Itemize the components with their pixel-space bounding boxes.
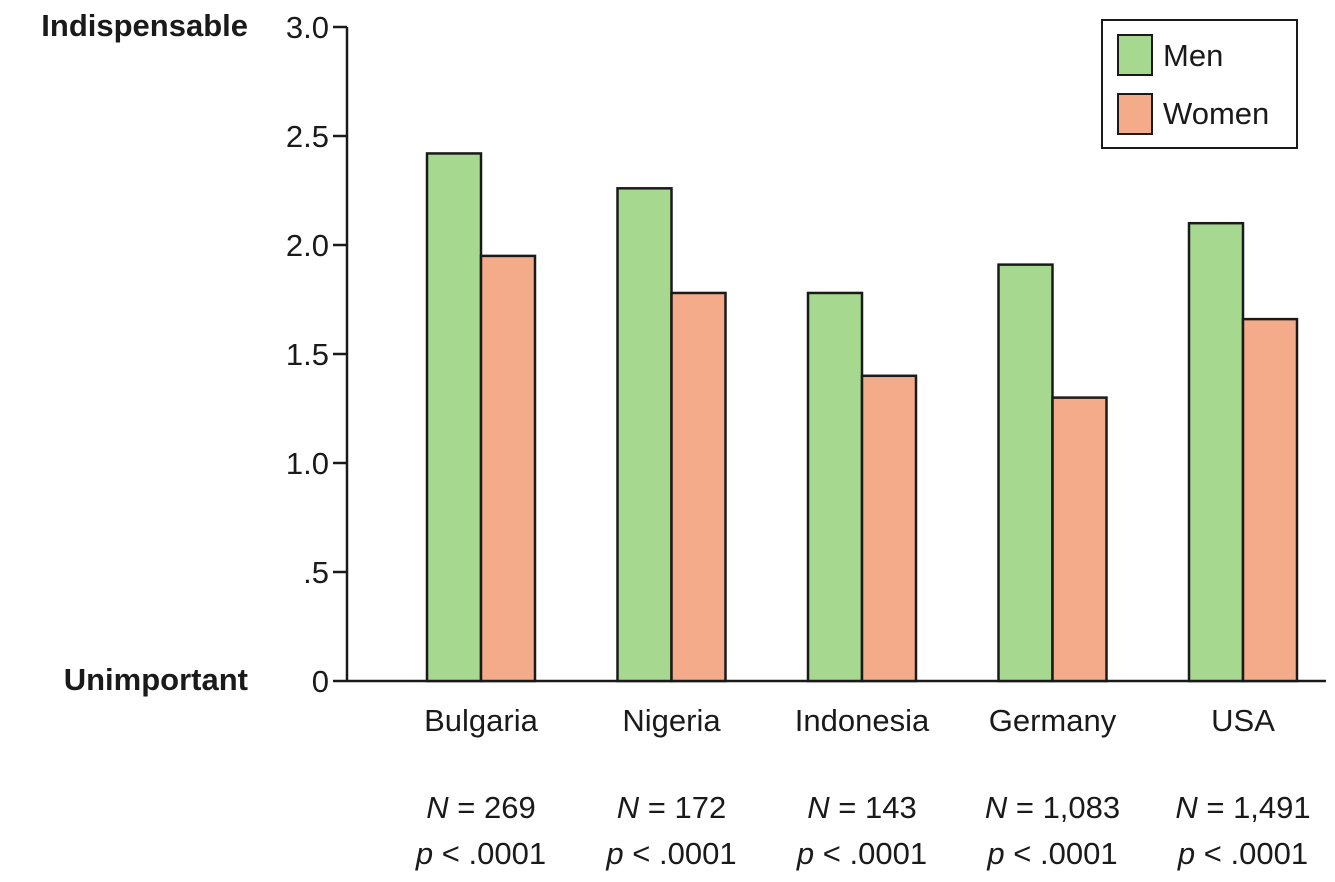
bar-men-germany: [997, 263, 1054, 683]
legend-swatch-men: [1117, 34, 1153, 76]
category-label: USA: [1211, 703, 1275, 738]
category-label: Bulgaria: [424, 703, 538, 738]
y-tick-label: 2.0: [286, 228, 329, 263]
bar-women-indonesia: [860, 374, 918, 683]
sample-size-label: N = 269: [426, 790, 535, 825]
bar-women-germany: [1051, 396, 1108, 683]
category-label: Indonesia: [795, 703, 930, 738]
y-bottom-label: Unimportant: [64, 662, 248, 697]
y-top-label: Indispensable: [41, 8, 248, 43]
category-label: Nigeria: [622, 703, 721, 738]
p-value-label: p < .0001: [415, 836, 546, 871]
sample-stats: N = 269 p < .0001 N = 172 p < .0001 N = 143 p…: [415, 790, 1311, 871]
y-tick-label: .5: [303, 555, 329, 590]
legend-label-women: Women: [1163, 96, 1269, 131]
category-labels: Bulgaria Nigeria Indonesia Germany USA: [424, 703, 1275, 738]
y-tick-label: 3.0: [286, 10, 329, 45]
legend: Men Women: [1101, 19, 1298, 149]
p-value-label: p < .0001: [986, 836, 1117, 871]
bar-women-bulgaria: [479, 254, 537, 683]
y-tick-label: 1.5: [286, 337, 329, 372]
bar-women-nigeria: [670, 291, 727, 683]
bar-men-bulgaria: [425, 152, 483, 683]
y-tick-label: 2.5: [286, 119, 329, 154]
y-tick-label: 0: [312, 664, 329, 699]
p-value-label: p < .0001: [605, 836, 736, 871]
y-ticks: 3.0 2.5 2.0 1.5 1.0 .5 0: [286, 10, 347, 699]
y-tick-label: 1.0: [286, 446, 329, 481]
bar-women-usa: [1241, 317, 1299, 683]
sample-size-label: N = 1,491: [1175, 790, 1310, 825]
p-value-label: p < .0001: [796, 836, 927, 871]
sample-size-label: N = 172: [617, 790, 726, 825]
category-label: Germany: [989, 703, 1117, 738]
bar-men-usa: [1187, 221, 1245, 683]
sample-size-label: N = 143: [807, 790, 916, 825]
bars: [425, 152, 1299, 683]
legend-label-men: Men: [1163, 38, 1223, 73]
legend-swatch-women: [1117, 93, 1153, 135]
p-value-label: p < .0001: [1177, 836, 1308, 871]
sample-size-label: N = 1,083: [985, 790, 1120, 825]
bar-men-indonesia: [806, 291, 864, 683]
bar-men-nigeria: [616, 187, 673, 683]
